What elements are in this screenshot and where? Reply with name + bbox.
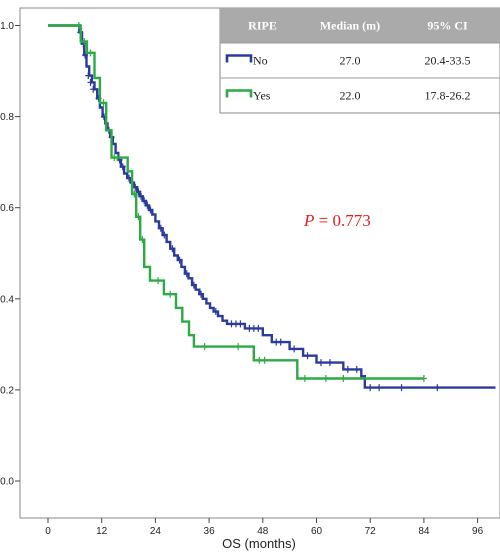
censor-mark-no [198,290,205,298]
censor-mark-yes [81,37,88,45]
legend-table: RIPE Median (m) 95% CI No 27.0 20.4-33.5 Yes 22… [219,7,500,114]
y-tick-label: 0.4 [0,294,14,305]
censor-mark-no [119,163,126,171]
censor-mark-no [237,320,244,328]
y-tick-label: 0.2 [0,385,14,396]
x-tick-label: 84 [418,526,430,537]
legend-ci-value: 17.8-26.2 [425,89,471,103]
censor-mark-yes [201,343,208,351]
censor-mark-yes [256,356,263,364]
censor-mark-no [82,51,89,59]
censor-mark-yes [420,375,427,383]
censor-mark-yes [301,375,308,383]
legend-table-header-cell: Median (m) [320,19,380,33]
censor-mark-no [161,231,168,239]
censor-mark-no [183,270,190,278]
censor-mark-yes [75,22,82,29]
censor-mark-no [317,359,324,367]
legend-table-header-cell: RIPE [248,19,277,33]
censor-mark-yes [87,49,94,57]
censor-mark-yes [139,236,146,244]
legend-group-label: No [253,54,268,68]
p-value-annotation: P = 0.773 [303,211,371,230]
censor-mark-no [277,338,284,346]
censor-mark-no [147,206,154,214]
censor-mark-yes [100,99,107,107]
censor-mark-no [376,384,383,392]
y-tick-label: 1.0 [0,21,14,32]
x-tick-label: 12 [96,526,108,537]
censor-mark-no [255,324,262,332]
legend-table-header-bg [220,8,500,43]
axes: 0 12 24 36 48 60 72 84 96 0.0 0.2 0.4 0.6 0.8 1.0 [0,21,484,537]
censor-mark-no [344,365,351,373]
censor-mark-no [304,352,311,360]
x-tick-label: 72 [365,526,377,537]
censor-mark-no [291,345,298,353]
x-tick-label: 48 [257,526,269,537]
x-tick-label: 60 [311,526,323,537]
censor-mark-yes [135,213,142,221]
x-tick-label: 96 [472,526,484,537]
censor-mark-no [212,308,219,316]
legend-median-value: 27.0 [340,54,361,68]
censor-mark-no [169,245,176,253]
censor-mark-no [87,78,94,86]
censor-mark-no [141,197,148,205]
legend-ci-value: 20.4-33.5 [425,54,471,68]
censor-mark-no [326,359,333,367]
censor-mark-no [90,85,97,93]
censor-mark-yes [114,154,121,162]
censor-mark-no [176,256,183,264]
legend-group-label: Yes [253,89,271,103]
censor-mark-no [367,384,374,392]
censor-mark-yes [131,190,138,198]
x-tick-label: 36 [204,526,216,537]
censor-mark-no [85,72,92,80]
censor-mark-no [353,365,360,373]
p-value-symbol: P [303,211,314,230]
censor-mark-no [135,188,142,196]
legend-table-header-cell: 95% CI [427,19,468,33]
x-tick-label: 0 [45,526,51,537]
censor-mark-yes [261,356,268,364]
y-tick-label: 0.0 [0,477,14,488]
censor-mark-no [398,384,405,392]
x-axis-title: OS (months) [222,536,296,551]
censor-mark-yes [167,290,174,298]
series-group [48,22,496,392]
censor-mark-no [144,201,151,209]
p-value-text: = 0.773 [314,211,370,230]
censor-mark-yes [155,277,162,285]
censor-mark-no [138,192,145,200]
y-tick-label: 0.8 [0,112,14,123]
y-tick-label: 0.6 [0,203,14,214]
legend-swatch-yes [225,89,253,98]
legend-swatch-no [225,54,253,63]
x-tick-label: 24 [150,526,162,537]
censor-mark-no [434,384,441,392]
censor-mark-no [157,224,164,232]
censor-mark-yes [322,375,329,383]
censor-mark-yes [340,375,347,383]
censor-mark-no [190,281,197,289]
legend-median-value: 22.0 [340,89,361,103]
censor-mark-yes [235,343,242,351]
